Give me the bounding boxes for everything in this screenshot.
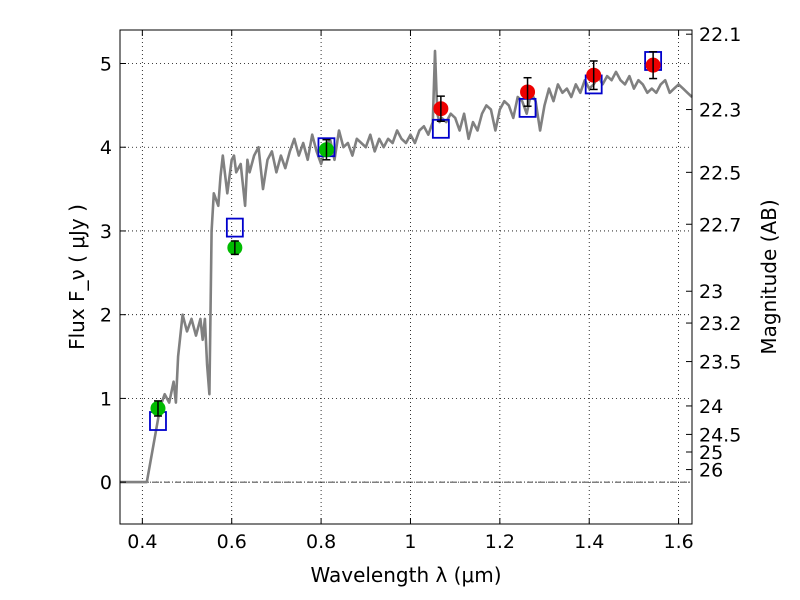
- magnitude-tick-label: 23: [699, 281, 723, 303]
- model-square: [225, 217, 244, 238]
- magnitude-tick-label: 22.3: [699, 100, 741, 122]
- magnitude-tick-label: 22.1: [699, 24, 741, 46]
- x-tick-label: 1.2: [485, 531, 515, 553]
- x-tick-label: 0.8: [306, 531, 336, 553]
- y-tick-label: 4: [100, 137, 112, 159]
- x-tick-label: 1.4: [574, 531, 604, 553]
- spectrum-line: [120, 49, 693, 484]
- magnitude-tick-label: 24: [699, 396, 723, 418]
- y-tick-label: 3: [100, 221, 112, 243]
- magnitude-tick-label: 22.7: [699, 214, 741, 236]
- y-tick-label: 1: [100, 388, 112, 410]
- x-tick-label: 1: [404, 531, 416, 553]
- y-axis-label: Flux F_ν ( μJy ): [65, 204, 89, 350]
- grid: [120, 30, 692, 524]
- spectrum-layer: [120, 49, 693, 484]
- magnitude-tick-label: 23.5: [699, 352, 741, 374]
- x-tick-label: 0.4: [127, 531, 157, 553]
- y2-axis-label: Magnitude (AB): [757, 199, 781, 354]
- magnitude-tick-label: 24.5: [699, 424, 741, 446]
- axis-ticks: [120, 30, 692, 524]
- tick-labels: 0.4 0.6 0.8 1 1.2 1.4 1.6 0 1 2 3 4 5: [100, 53, 694, 553]
- y-tick-label: 0: [100, 472, 112, 494]
- observed-markers: [150, 51, 661, 417]
- x-tick-label: 0.6: [217, 531, 247, 553]
- magnitude-tick-label: 23.2: [699, 313, 741, 335]
- magnitude-tick-label: 26: [699, 460, 723, 482]
- y-tick-label: 2: [100, 305, 112, 327]
- x-tick-label: 1.6: [663, 531, 693, 553]
- magnitude-tick-label: 25: [699, 442, 723, 464]
- plot-frame: [119, 29, 693, 525]
- model-markers: [149, 51, 663, 431]
- x-axis-label: Wavelength λ (μm): [310, 563, 501, 587]
- y-tick-label: 5: [100, 53, 112, 75]
- magnitude-tick-label: 22.5: [699, 162, 741, 184]
